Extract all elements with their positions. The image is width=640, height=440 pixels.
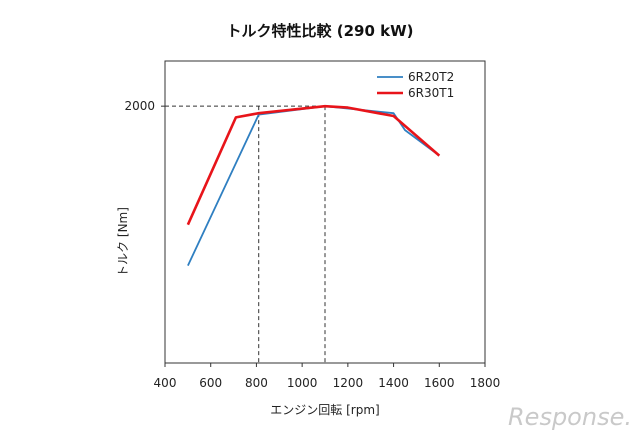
y-tick-label: 2000 (124, 99, 155, 113)
chart-title: トルク特性比較 (290 kW) (227, 22, 414, 40)
watermark-logo: Response. (508, 403, 632, 431)
legend-label: 6R20T2 (408, 70, 454, 84)
x-tick-label: 1200 (333, 376, 364, 390)
x-axis-title: エンジン回転 [rpm] (270, 403, 379, 417)
x-tick-label: 1600 (424, 376, 455, 390)
plot-area (164, 60, 486, 364)
x-tick-label: 600 (199, 376, 222, 390)
x-axis-ticks: 400 600 800 1000 1200 1400 1600 1800 (154, 363, 501, 390)
x-tick-label: 1800 (470, 376, 501, 390)
y-axis-title: トルク [Nm] (116, 207, 130, 277)
x-tick-label: 800 (245, 376, 268, 390)
series-line-6r20t2 (187, 105, 440, 266)
legend: 6R20T2 6R30T1 (377, 70, 454, 100)
x-tick-label: 400 (154, 376, 177, 390)
reference-lines (165, 105, 326, 363)
series-line-6r30t1 (186, 104, 441, 226)
legend-label: 6R30T1 (408, 86, 454, 100)
x-tick-label: 1400 (378, 376, 409, 390)
y-axis-ticks: 2000 (124, 99, 165, 113)
series-lines (186, 104, 441, 266)
x-tick-label: 1000 (287, 376, 318, 390)
